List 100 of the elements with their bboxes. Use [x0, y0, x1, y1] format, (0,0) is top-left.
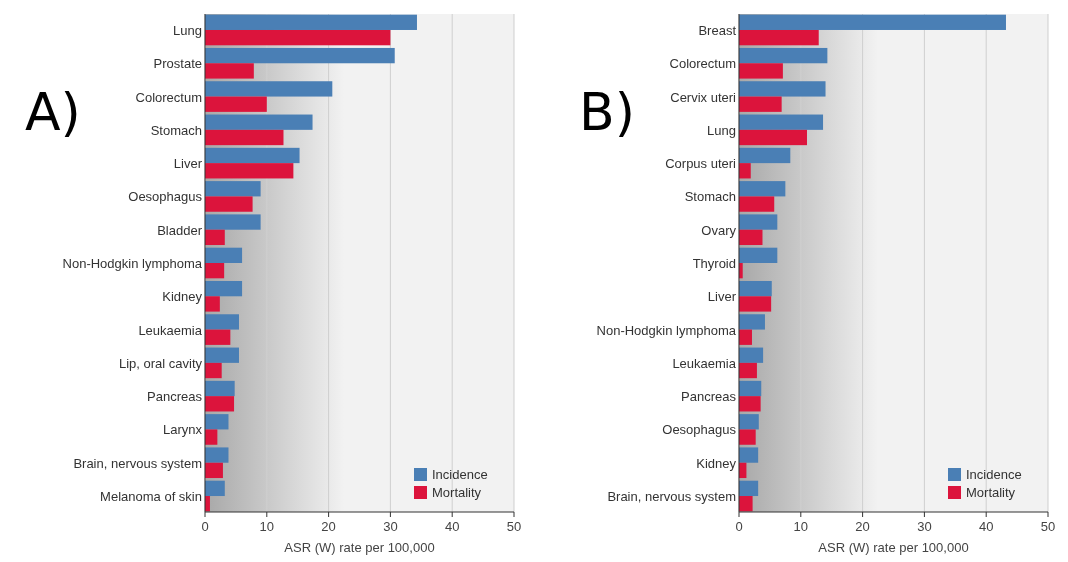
y-tick-label: Melanoma of skin [100, 489, 202, 505]
y-tick-label: Ovary [701, 222, 737, 238]
bar [205, 81, 333, 97]
bar [739, 496, 753, 512]
bar [739, 14, 1006, 30]
bar [205, 263, 225, 279]
bar [739, 480, 759, 497]
x-tick-label: 30 [383, 519, 398, 534]
y-tick-label: Breast [698, 22, 737, 38]
bar [739, 63, 783, 79]
bar [205, 229, 225, 246]
x-axis-title: ASR (W) rate per 100,000 [284, 540, 435, 555]
bar [739, 181, 786, 197]
y-tick-label: Larynx [162, 422, 203, 438]
x-tick-label: 0 [201, 519, 209, 534]
x-tick-label: 10 [259, 519, 275, 534]
bar [739, 347, 764, 363]
legend-label: Mortality [966, 485, 1016, 500]
bar [739, 96, 782, 112]
x-axis-title: ASR (W) rate per 100,000 [818, 540, 969, 555]
y-tick-label: Lung [173, 22, 202, 38]
bar [739, 114, 824, 130]
y-tick-label: Cervix uteri [670, 89, 737, 105]
bar [205, 47, 395, 64]
x-tick-label: 50 [1040, 519, 1056, 534]
bar [205, 362, 222, 379]
x-tick-label: 20 [855, 519, 870, 534]
y-tick-label: Non-Hodgkin lymphoma [62, 256, 203, 271]
bar [205, 14, 417, 30]
bar [739, 429, 756, 445]
y-tick-label: Stomach [150, 122, 202, 138]
y-tick-label: Brain, nervous system [607, 489, 736, 505]
bar [739, 29, 819, 46]
y-tick-label: Colorectum [669, 56, 736, 72]
y-tick-label: Thyroid [692, 256, 736, 271]
bar [739, 280, 772, 297]
legend-label: Incidence [966, 467, 1022, 482]
x-tick-label: 40 [444, 519, 460, 534]
bar [205, 214, 261, 230]
y-tick-label: Liver [707, 289, 737, 305]
y-tick-label: Leukaemia [138, 322, 203, 338]
x-tick-label: 0 [735, 519, 743, 534]
bar [205, 114, 313, 130]
bar [205, 480, 225, 497]
y-tick-label: Non-Hodgkin lymphoma [596, 322, 737, 338]
bar [205, 329, 231, 345]
bar [205, 129, 284, 146]
y-tick-label: Stomach [684, 189, 736, 205]
bar [739, 81, 826, 97]
bar [739, 447, 759, 463]
bar [739, 414, 759, 430]
y-tick-label: Oesophagus [128, 189, 203, 205]
bar [205, 147, 300, 164]
y-tick-label: Prostate [153, 56, 202, 72]
y-tick-label: Oesophagus [662, 422, 737, 438]
bar [205, 96, 267, 112]
bar [739, 147, 791, 164]
x-tick-label: 20 [321, 519, 336, 534]
y-tick-label: Pancreas [147, 389, 203, 405]
x-tick-label: 10 [793, 519, 809, 534]
bar [205, 429, 218, 445]
x-tick-label: 40 [978, 519, 994, 534]
bar [739, 380, 762, 397]
bar [205, 396, 235, 412]
bar [739, 129, 807, 146]
y-tick-label: Bladder [157, 222, 203, 238]
x-tick-label: 50 [506, 519, 522, 534]
y-tick-label: Colorectum [135, 89, 202, 105]
bar [739, 314, 765, 330]
bar [739, 296, 772, 312]
bar [739, 47, 828, 64]
y-tick-label: Kidney [162, 289, 203, 305]
bar [205, 347, 239, 363]
bar [205, 296, 220, 312]
y-tick-label: Brain, nervous system [73, 455, 202, 471]
bar [739, 163, 751, 179]
bar [205, 29, 391, 46]
bar [205, 314, 239, 330]
bar [205, 63, 254, 79]
y-tick-label: Kidney [696, 455, 737, 471]
bar [205, 414, 229, 430]
bar [739, 247, 778, 263]
bar [739, 329, 752, 345]
legend-label: Incidence [432, 467, 488, 482]
bar [739, 396, 761, 412]
bar [205, 380, 235, 397]
bar [205, 462, 223, 479]
bar [739, 214, 778, 230]
y-tick-label: Lung [707, 122, 736, 138]
y-tick-label: Leukaemia [672, 355, 737, 371]
bar [205, 280, 243, 297]
y-tick-label: Liver [173, 156, 203, 172]
bar [739, 229, 763, 246]
bar [205, 247, 243, 263]
y-tick-label: Pancreas [681, 389, 737, 405]
bar [205, 196, 253, 212]
bar [739, 362, 757, 379]
bar [739, 196, 775, 212]
bar [205, 163, 294, 179]
y-tick-label: Lip, oral cavity [118, 355, 203, 371]
